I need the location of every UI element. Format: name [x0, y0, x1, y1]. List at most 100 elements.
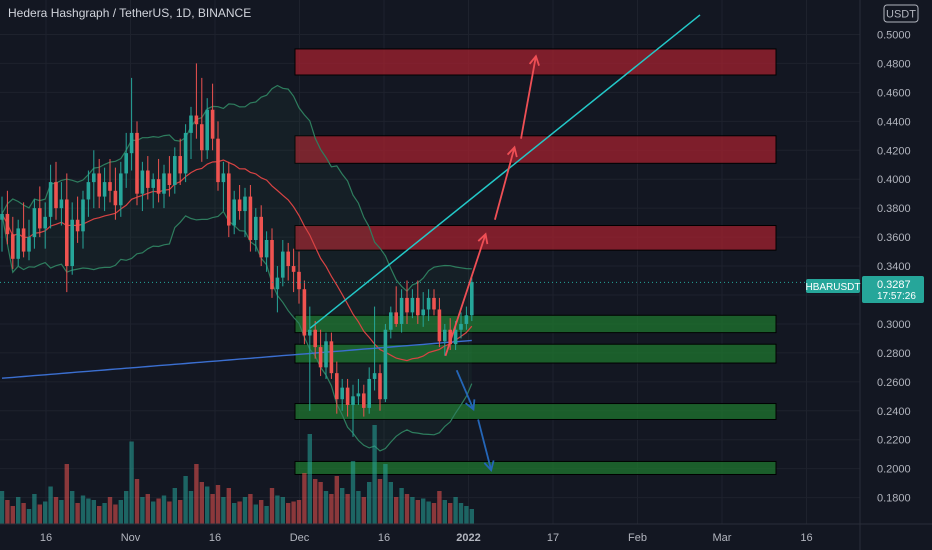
price-tick-label: 0.5000 — [877, 29, 911, 41]
time-tick-label: Mar — [713, 532, 732, 544]
currency-badge-box — [883, 4, 919, 23]
candle-body — [259, 216, 263, 258]
volume-bar — [367, 482, 372, 524]
volume-bar — [145, 494, 150, 524]
volume-bar — [399, 488, 404, 524]
volume-bar — [415, 500, 420, 524]
candle-body — [32, 208, 37, 238]
candle-body — [210, 109, 215, 139]
candle-body — [5, 213, 10, 235]
candle-body — [227, 173, 231, 226]
volume-bar — [167, 501, 172, 524]
forecast-arrowhead-down — [483, 460, 495, 472]
volume-bar — [442, 500, 447, 524]
volume-bar — [313, 479, 318, 524]
candle-body — [443, 329, 447, 342]
symbol-price-label[interactable]: HBARUSDT 0.3287 17:57:26 — [805, 276, 924, 303]
volume-bar — [388, 482, 393, 524]
candles — [0, 63, 474, 437]
volume-bar — [307, 434, 312, 524]
volume-bar — [48, 486, 53, 524]
candle-body — [394, 312, 398, 324]
currency-badge[interactable]: USDT — [883, 4, 919, 23]
candle-body — [291, 266, 296, 272]
candle-body — [421, 309, 425, 316]
volume-bar — [226, 488, 231, 524]
candle-body — [275, 277, 280, 290]
candle-body — [362, 393, 366, 408]
price-zones — [294, 48, 777, 475]
candle-body — [367, 378, 371, 408]
candle-body — [216, 138, 220, 183]
support-zone — [294, 403, 777, 420]
volume-bar — [318, 482, 323, 524]
forecast-arrow-down — [477, 419, 493, 471]
candle-body — [426, 297, 431, 310]
volume-bar — [286, 503, 291, 524]
time-tick-label: Dec — [290, 532, 310, 544]
last-price: 0.3287 — [877, 279, 911, 291]
volume-bar — [275, 495, 280, 524]
candle-body — [264, 240, 269, 258]
volume-bar — [205, 486, 210, 524]
time-tick-label: 17 — [547, 532, 559, 544]
candle-body — [140, 170, 145, 194]
volume-bar — [194, 464, 199, 524]
volume-bar — [10, 506, 15, 524]
long-moving-average-line — [1, 339, 472, 379]
candle-body — [437, 309, 442, 342]
candle-body — [318, 347, 323, 368]
volume-bar — [151, 501, 156, 524]
candle-body — [448, 329, 452, 345]
candle-body — [162, 173, 166, 194]
candle-body — [59, 199, 64, 209]
candle-body — [335, 373, 339, 400]
volume-bar — [302, 473, 307, 524]
candle-body — [70, 219, 74, 267]
volume-bar — [43, 501, 48, 524]
forecast-arrow-down — [455, 369, 475, 410]
candle-body — [232, 199, 236, 226]
candle-body — [167, 173, 172, 185]
candle-body — [270, 240, 274, 290]
volume-bar — [97, 506, 102, 524]
price-tick-label: 0.4000 — [877, 174, 911, 186]
volume-bar — [75, 503, 80, 524]
forecast-arrow-up — [444, 233, 487, 357]
volume-bar — [340, 488, 345, 524]
volume-bar — [32, 494, 37, 524]
forecast-arrow-up — [520, 56, 537, 139]
candle-body — [329, 341, 334, 374]
support-zone — [294, 314, 777, 334]
price-tick-label: 0.2000 — [877, 464, 911, 476]
symbol-tag-box — [806, 279, 860, 293]
volume-bar — [80, 495, 86, 524]
price-tick-label: 0.4800 — [877, 58, 911, 70]
resistance-zone — [294, 225, 777, 251]
volume-bar — [64, 464, 69, 524]
candle-body — [340, 387, 344, 400]
volume-bar — [161, 495, 167, 524]
candle-body — [97, 173, 101, 197]
candle-body — [54, 182, 58, 209]
volume-bar — [188, 491, 194, 524]
candle-body — [416, 297, 420, 316]
volume-bar — [259, 500, 264, 524]
chart-title: Hedera Hashgraph / TetherUS, 1D, BINANCE — [8, 6, 251, 20]
candle-body — [237, 199, 242, 212]
candle-body — [389, 312, 393, 330]
support-zone — [294, 460, 777, 475]
candle-body — [286, 251, 290, 267]
candle-body — [351, 396, 355, 405]
volume-bar — [334, 476, 339, 524]
forecast-arrowhead-up — [477, 232, 489, 245]
price-tick-label: 0.4400 — [877, 116, 911, 128]
volume-bar — [431, 503, 437, 524]
volume-bar — [91, 500, 96, 524]
volume-bar — [107, 497, 113, 524]
candle-body — [432, 297, 436, 310]
volume-bar — [394, 497, 399, 524]
forecast-arrowhead-up — [528, 54, 540, 66]
volume-bar — [5, 500, 10, 524]
